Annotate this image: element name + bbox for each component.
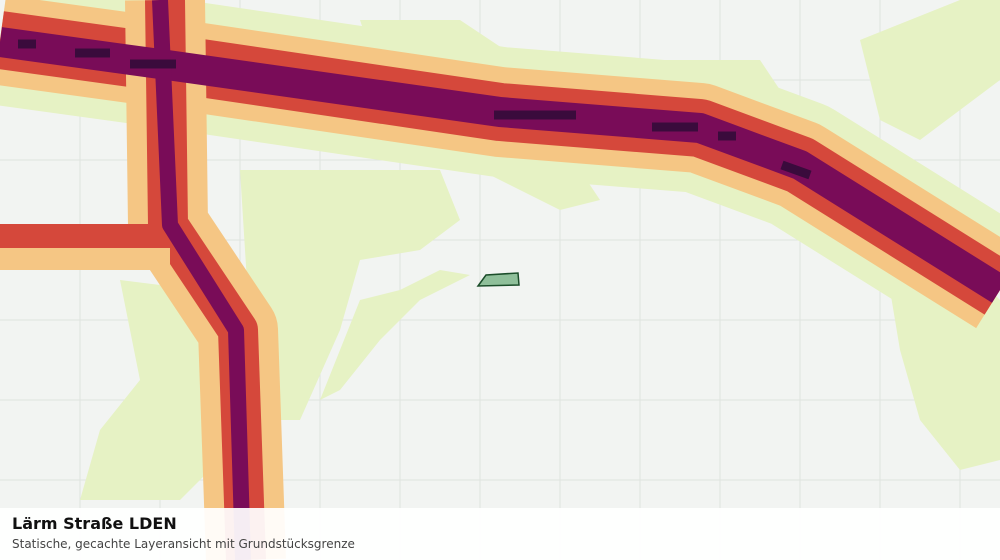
noise-band-max [18,39,812,180]
layer-subtitle: Statische, gecachte Layeransicht mit Gru… [12,537,355,551]
layer-title: Lärm Straße LDEN [12,514,177,533]
parcel-boundary [476,272,520,287]
info-panel: Lärm Straße LDEN Statische, gecachte Lay… [0,508,1000,560]
noise-band-purple [152,0,251,560]
